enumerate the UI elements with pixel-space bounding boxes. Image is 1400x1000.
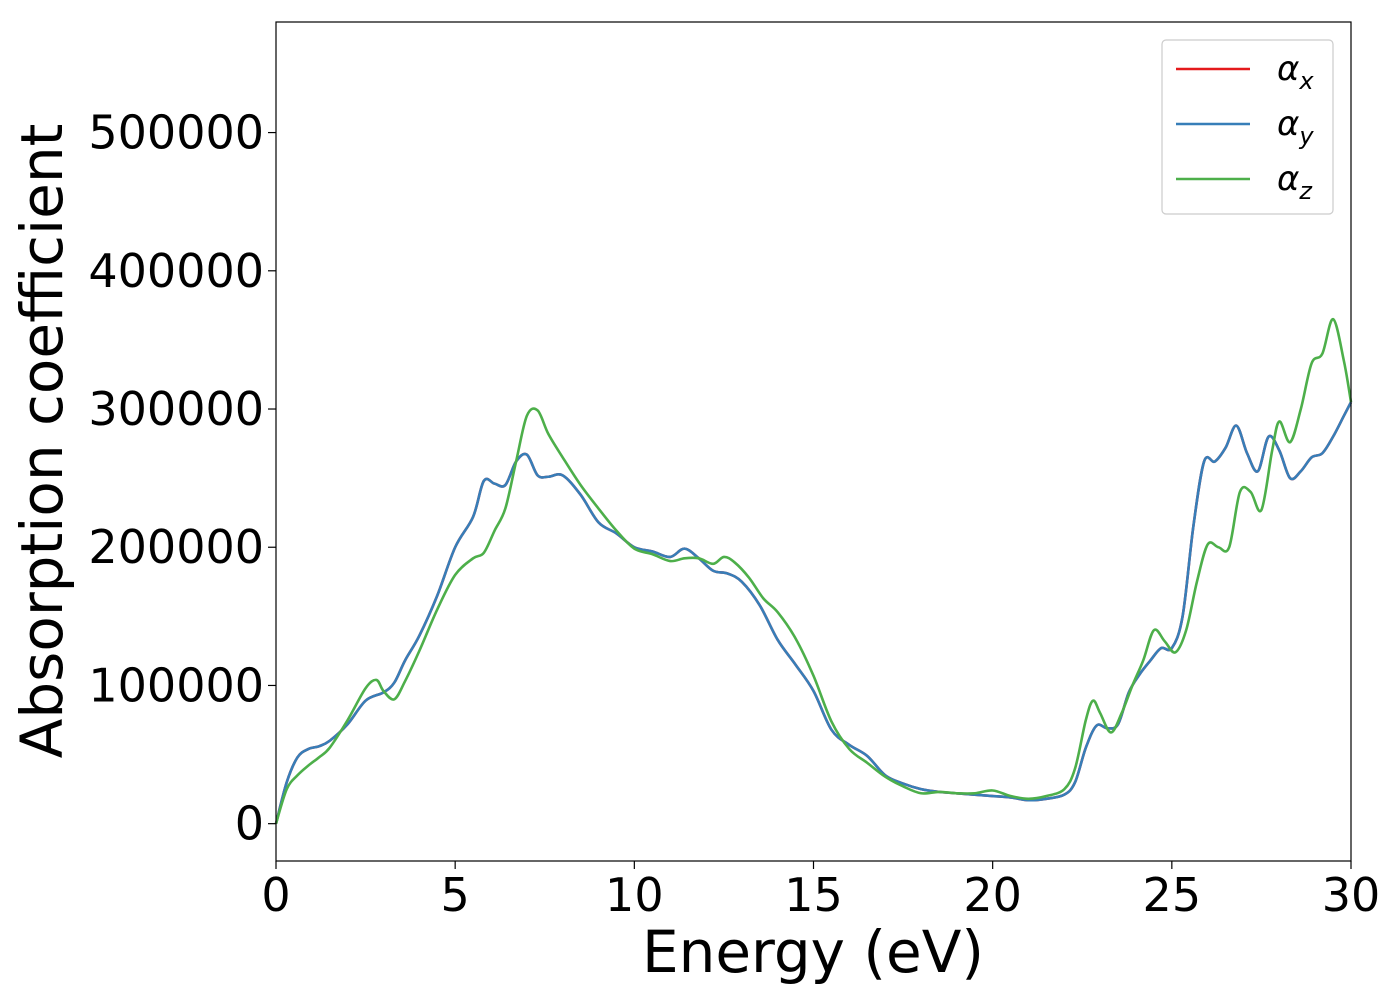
x-tick-label: 25 bbox=[1143, 868, 1202, 922]
x-tick-label: 5 bbox=[441, 868, 470, 922]
legend-box bbox=[1161, 39, 1334, 215]
x-tick-label: 10 bbox=[605, 868, 664, 922]
y-tick-label: 0 bbox=[235, 797, 264, 851]
y-tick-label: 200000 bbox=[88, 520, 264, 574]
series-line-alpha-z bbox=[274, 317, 1353, 825]
y-tick-label: 100000 bbox=[88, 658, 264, 712]
legend-label-alpha-y: αy bbox=[1277, 104, 1314, 150]
y-tick-label: 400000 bbox=[88, 244, 264, 298]
x-tick-label: 15 bbox=[784, 868, 843, 922]
x-tick-label: 30 bbox=[1322, 868, 1381, 922]
x-tick-label: 20 bbox=[963, 868, 1022, 922]
x-tick-label: 0 bbox=[261, 868, 290, 922]
legend-label-alpha-z: αz bbox=[1277, 159, 1313, 205]
legend: αx αy αz bbox=[1161, 39, 1334, 215]
y-axis-title: Absorption coefficient bbox=[8, 124, 76, 759]
y-tick-label: 300000 bbox=[88, 382, 264, 436]
series-line-alpha-y bbox=[274, 401, 1353, 825]
x-axis: 0 5 10 15 20 25 30 bbox=[261, 861, 1380, 922]
x-axis-title: Energy (eV) bbox=[642, 918, 984, 986]
series-layer bbox=[274, 317, 1353, 825]
y-axis: 0 100000 200000 300000 400000 500000 bbox=[88, 106, 276, 851]
legend-label-alpha-x: αx bbox=[1277, 49, 1314, 95]
y-tick-label: 500000 bbox=[88, 106, 264, 160]
